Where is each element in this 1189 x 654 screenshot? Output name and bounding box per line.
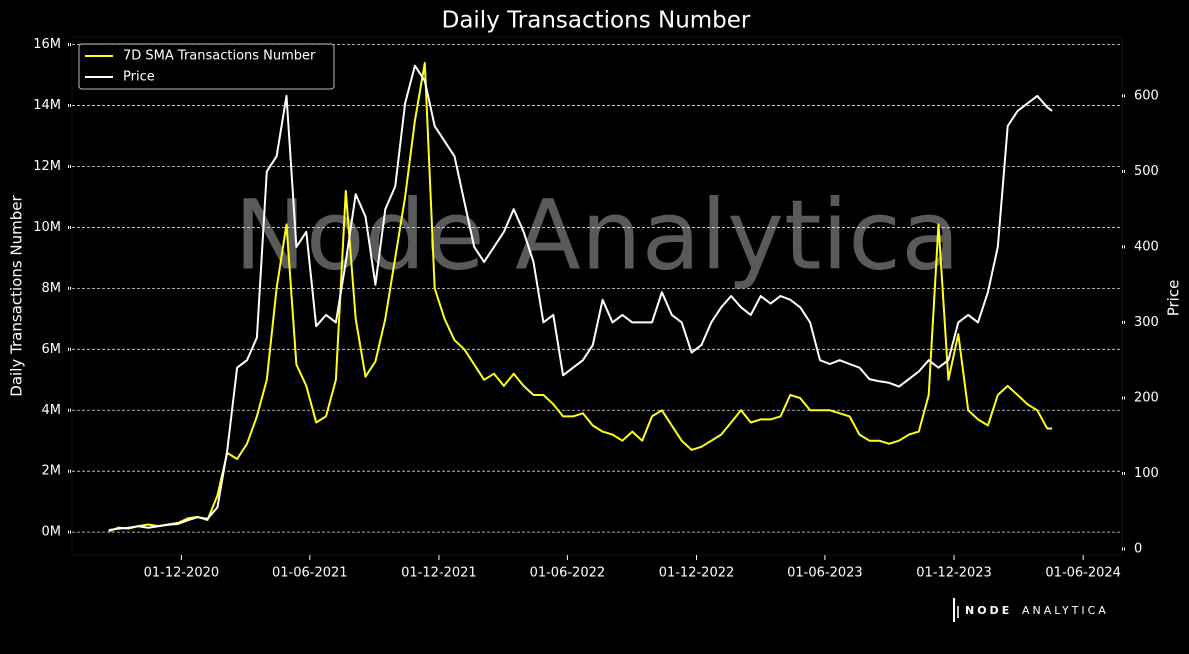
- series-line: [108, 61, 1053, 533]
- y2-tick-label: 400: [1134, 239, 1159, 254]
- y2-tick-label: 0: [1134, 541, 1142, 556]
- y-tick-label: 4M: [42, 403, 62, 418]
- logo-text: ANALYTICA: [1022, 604, 1109, 617]
- y2-tick-label: 100: [1134, 466, 1159, 481]
- chart-title: Daily Transactions Number: [442, 8, 751, 34]
- legend-box: [78, 43, 335, 90]
- y-tick-label: 16M: [33, 37, 61, 52]
- x-tick-label: 01-06-2024: [1045, 566, 1121, 581]
- x-tick-label: 01-06-2021: [272, 566, 348, 581]
- y-tick-label: 14M: [33, 98, 61, 113]
- y-tick-label: 0M: [42, 525, 62, 540]
- x-tick-label: 01-12-2021: [401, 566, 477, 581]
- x-tick-label: 01-12-2023: [916, 566, 992, 581]
- y-tick-label: 12M: [33, 159, 61, 174]
- legend-label: 7D SMA Transactions Number: [123, 49, 316, 64]
- y2-tick-label: 200: [1134, 390, 1159, 405]
- y2-axis-label: Price: [1165, 280, 1183, 317]
- y-tick-label: 10M: [33, 220, 61, 235]
- y2-tick-label: 600: [1134, 88, 1159, 103]
- x-tick-label: 01-06-2022: [530, 566, 606, 581]
- y-tick-label: 2M: [42, 464, 62, 479]
- plot-frame: [71, 36, 1123, 556]
- series-line: [108, 64, 1053, 532]
- logo-brand: NODE: [965, 604, 1012, 617]
- legend-label: Price: [123, 70, 155, 85]
- y2-tick-label: 300: [1134, 315, 1159, 330]
- x-tick-label: 01-12-2022: [659, 566, 735, 581]
- y-tick-label: 6M: [42, 342, 62, 357]
- y-axis-label: Daily Transactions Number: [8, 194, 26, 396]
- y2-tick-label: 500: [1134, 164, 1159, 179]
- x-tick-label: 01-06-2023: [787, 566, 863, 581]
- x-tick-label: 01-12-2020: [144, 566, 220, 581]
- y-tick-label: 8M: [42, 281, 62, 296]
